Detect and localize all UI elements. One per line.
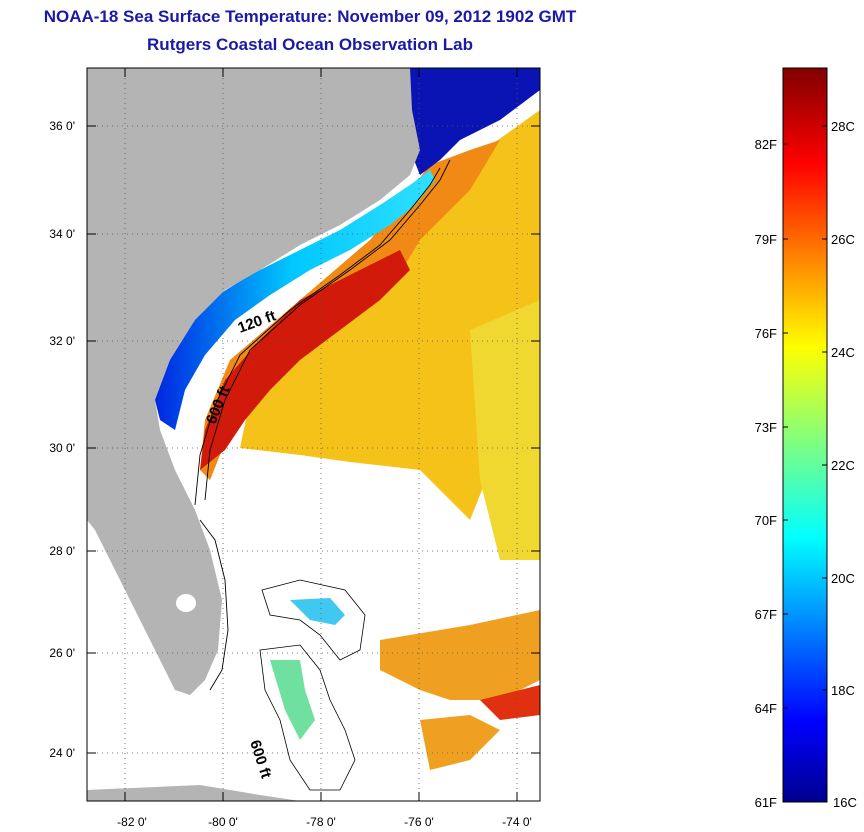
colorbar-label-c: 28C	[831, 119, 855, 134]
lon-tick-label: -78 0'	[306, 815, 336, 829]
map-grid	[87, 68, 540, 801]
colorbar: 82F 79F 76F 73F 70F 67F 64F 61F 28C 26C …	[755, 67, 857, 810]
lon-tick-labels: -82 0' -80 0' -78 0' -76 0' -74 0'	[117, 815, 532, 829]
sst-south-patches	[380, 610, 540, 700]
sst-nearshore-cold	[150, 170, 435, 430]
colorbar-label-c: 18C	[831, 683, 855, 698]
lat-tick-label: 24 0'	[49, 746, 75, 760]
lat-tick-label: 32 0'	[49, 334, 75, 348]
land-us-coast	[87, 68, 420, 695]
bathymetry-contours	[194, 159, 451, 691]
sst-open-ocean-east	[470, 300, 540, 560]
sst-gulf-stream	[200, 250, 410, 470]
lake-okeechobee	[176, 594, 196, 612]
colorbar-label-f: 73F	[755, 420, 777, 435]
colorbar-label-c: 20C	[831, 571, 855, 586]
lat-tick-label: 28 0'	[49, 544, 75, 558]
colorbar-label-f: 76F	[755, 326, 777, 341]
land-cuba-strip	[87, 785, 300, 801]
colorbar-label-c: 16C	[833, 795, 857, 810]
lat-tick-labels: 36 0' 34 0' 32 0' 30 0' 28 0' 26 0' 24 0…	[49, 119, 75, 760]
map-layers	[87, 68, 540, 801]
lon-tick-label: -74 0'	[502, 815, 532, 829]
map-title: NOAA-18 Sea Surface Temperature: Novembe…	[43, 7, 577, 26]
lat-tick-label: 30 0'	[49, 441, 75, 455]
lon-tick-label: -80 0'	[208, 815, 238, 829]
colorbar-label-f: 67F	[755, 607, 777, 622]
lat-tick-label: 36 0'	[49, 119, 75, 133]
colorbar-label-f: 64F	[755, 701, 777, 716]
lat-tick-label: 26 0'	[49, 646, 75, 660]
lon-tick-label: -82 0'	[117, 815, 147, 829]
lat-tick-label: 34 0'	[49, 227, 75, 241]
sst-north-cold	[408, 68, 540, 175]
colorbar-label-f: 82F	[755, 137, 777, 152]
colorbar-label-f: 70F	[755, 513, 777, 528]
map-frame	[86, 67, 541, 802]
colorbar-label-f: 79F	[755, 232, 777, 247]
map-ticks	[87, 68, 540, 801]
colorbar-label-c: 26C	[831, 232, 855, 247]
colorbar-gradient	[782, 67, 828, 803]
sst-bahamas-central	[270, 660, 315, 740]
colorbar-ticks	[783, 125, 827, 709]
colorbar-label-c: 22C	[831, 458, 855, 473]
map-subtitle: Rutgers Coastal Ocean Observation Lab	[147, 35, 473, 54]
sst-south-patches-2	[420, 715, 500, 770]
sst-open-ocean	[240, 110, 540, 520]
lon-tick-label: -76 0'	[404, 815, 434, 829]
sst-south-red	[480, 685, 540, 720]
colorbar-label-c: 24C	[831, 345, 855, 360]
colorbar-label-f: 61F	[755, 795, 777, 810]
sst-bahamas-north	[290, 598, 345, 625]
